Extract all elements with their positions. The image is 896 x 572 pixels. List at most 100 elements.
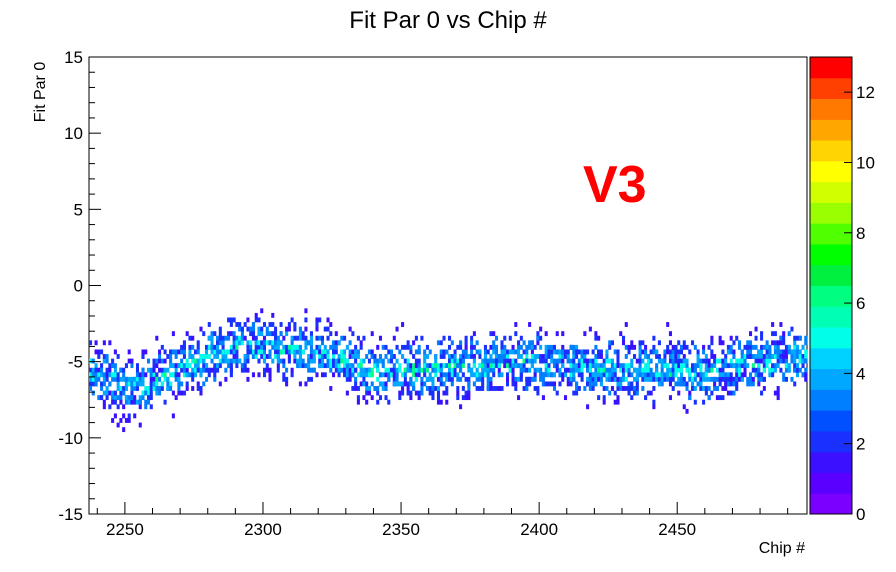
heatmap-cell bbox=[240, 326, 244, 332]
heatmap-cell bbox=[575, 381, 579, 387]
heatmap-cell bbox=[762, 344, 766, 350]
heatmap-cell bbox=[174, 349, 178, 355]
heatmap-cell bbox=[420, 367, 424, 373]
heatmap-cell bbox=[119, 367, 123, 373]
heatmap-cell bbox=[688, 349, 692, 355]
heatmap-cell bbox=[343, 354, 347, 359]
heatmap-cell bbox=[373, 354, 377, 359]
heatmap-cell bbox=[202, 358, 206, 364]
heatmap-cell bbox=[492, 349, 496, 355]
heatmap-cell bbox=[204, 349, 209, 355]
heatmap-cell bbox=[445, 363, 449, 369]
heatmap-cell bbox=[113, 390, 117, 396]
heatmap-cell bbox=[530, 376, 534, 382]
heatmap-cell bbox=[182, 354, 186, 359]
heatmap-cell bbox=[668, 358, 672, 364]
heatmap-cell bbox=[373, 386, 377, 391]
heatmap-cell bbox=[420, 335, 424, 341]
heatmap-cell bbox=[89, 340, 93, 346]
heatmap-cell bbox=[274, 335, 278, 341]
heatmap-cell bbox=[254, 340, 258, 346]
plot-frame bbox=[88, 56, 808, 515]
heatmap-cell bbox=[608, 376, 612, 382]
heatmap-cell bbox=[251, 322, 255, 327]
heatmap-cell bbox=[450, 376, 454, 382]
heatmap-cell bbox=[804, 372, 808, 378]
heatmap-cell bbox=[155, 335, 159, 341]
heatmap-cell bbox=[91, 358, 95, 364]
heatmap-cell bbox=[174, 395, 178, 401]
heatmap-cell bbox=[262, 367, 267, 373]
heatmap-cell bbox=[657, 376, 661, 382]
heatmap-cell bbox=[345, 344, 349, 350]
heatmap-cell bbox=[635, 386, 639, 391]
heatmap-cell bbox=[718, 340, 722, 346]
heatmap-cell bbox=[367, 372, 371, 378]
heatmap-cell bbox=[221, 358, 225, 364]
heatmap-cell bbox=[804, 335, 808, 341]
heatmap-cell bbox=[152, 386, 156, 391]
heatmap-cell bbox=[409, 395, 413, 401]
heatmap-cell bbox=[776, 354, 780, 359]
heatmap-cell bbox=[677, 390, 681, 396]
heatmap-cell bbox=[185, 331, 189, 337]
heatmap-cell bbox=[773, 390, 777, 396]
heatmap-cell bbox=[193, 367, 197, 373]
heatmap-cell bbox=[395, 372, 399, 378]
heatmap-cell bbox=[798, 349, 802, 355]
heatmap-cell bbox=[279, 349, 283, 355]
heatmap-cell bbox=[749, 376, 753, 382]
heatmap-cell bbox=[348, 372, 352, 378]
heatmap-cell bbox=[746, 363, 750, 369]
heatmap-cell bbox=[329, 367, 333, 373]
heatmap-cell bbox=[133, 376, 137, 382]
heatmap-cell bbox=[467, 390, 471, 396]
heatmap-cell bbox=[356, 372, 360, 378]
heatmap-cell bbox=[240, 340, 244, 346]
heatmap-cell bbox=[472, 372, 476, 378]
heatmap-cell bbox=[229, 322, 233, 327]
heatmap-cell bbox=[196, 381, 200, 387]
x-tick-label: 2400 bbox=[520, 520, 558, 539]
heatmap-cell bbox=[141, 367, 145, 373]
heatmap-cell bbox=[160, 386, 164, 391]
heatmap-cell bbox=[798, 335, 802, 341]
heatmap-cell bbox=[251, 326, 255, 332]
heatmap-cell bbox=[599, 372, 603, 378]
heatmap-cell bbox=[682, 340, 686, 346]
heatmap-cell bbox=[702, 358, 706, 364]
heatmap-cell bbox=[152, 372, 156, 378]
heatmap-cell bbox=[307, 376, 311, 382]
heatmap-cell bbox=[784, 358, 788, 364]
heatmap-cell bbox=[94, 376, 98, 382]
heatmap-cell bbox=[392, 363, 396, 369]
heatmap-cell bbox=[392, 381, 396, 387]
heatmap-cell bbox=[254, 312, 258, 318]
heatmap-cell bbox=[100, 381, 104, 387]
heatmap-cell bbox=[470, 340, 474, 346]
heatmap-cell bbox=[663, 372, 667, 378]
heatmap-cell bbox=[541, 376, 545, 382]
heatmap-cell bbox=[486, 367, 490, 373]
heatmap-cell bbox=[169, 363, 173, 369]
heatmap-cell bbox=[414, 372, 418, 378]
heatmap-cell bbox=[367, 390, 371, 396]
heatmap-cell bbox=[445, 390, 449, 396]
heatmap-cell bbox=[732, 381, 736, 387]
heatmap-cell bbox=[423, 358, 427, 364]
heatmap-cell bbox=[710, 354, 714, 359]
heatmap-cell bbox=[655, 367, 659, 373]
heatmap-cell bbox=[285, 331, 289, 337]
heatmap-cell bbox=[713, 376, 717, 382]
heatmap-cell bbox=[470, 354, 474, 359]
heatmap-cell bbox=[271, 358, 275, 364]
heatmap-cell bbox=[166, 386, 170, 391]
heatmap-cell bbox=[566, 354, 570, 359]
heatmap-cell bbox=[762, 354, 766, 359]
heatmap-cell bbox=[489, 354, 493, 359]
heatmap-cell bbox=[757, 372, 761, 378]
heatmap-cell bbox=[152, 367, 156, 373]
heatmap-cell bbox=[448, 376, 452, 382]
heatmap-cell bbox=[635, 372, 639, 378]
heatmap-cell bbox=[580, 372, 584, 378]
